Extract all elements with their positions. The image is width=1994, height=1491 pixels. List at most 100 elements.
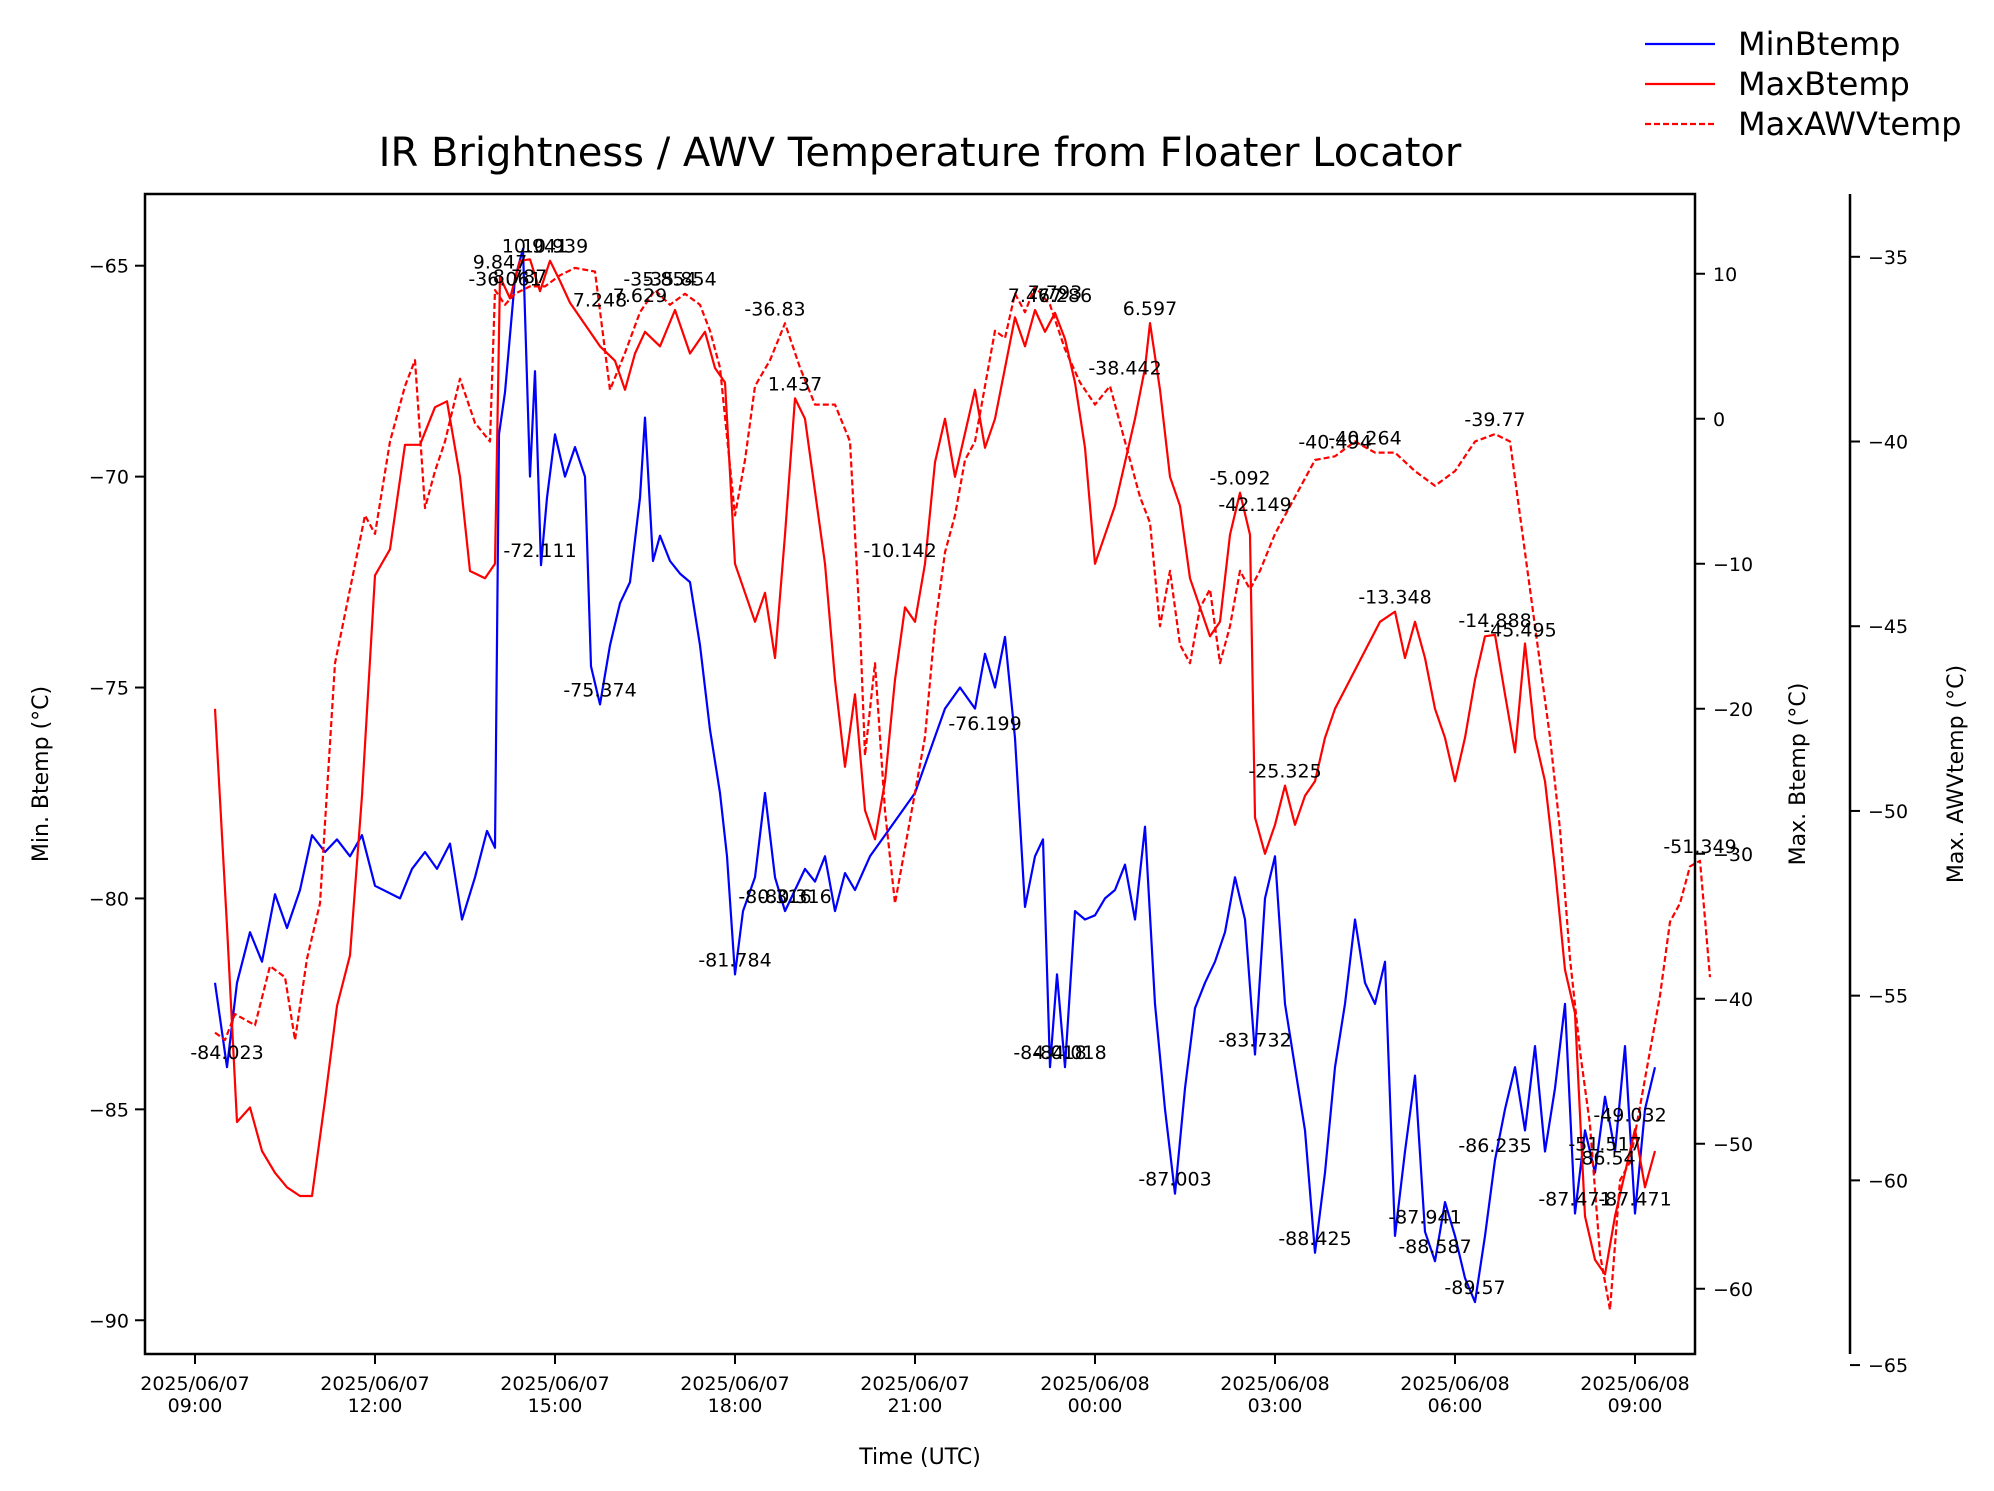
legend-label: MinBtemp <box>1738 25 1900 63</box>
y-left-tick-label: −80 <box>89 888 129 910</box>
chart-title: IR Brightness / AWV Temperature from Flo… <box>379 130 1462 176</box>
y-left-tick-label: −90 <box>89 1310 129 1332</box>
x-tick-time: 18:00 <box>708 1395 763 1417</box>
series-line-maxbtemp <box>213 258 1657 1276</box>
data-label: -39.77 <box>1464 409 1525 431</box>
data-label: -89.57 <box>1444 1277 1505 1299</box>
y-right-tick-label: 0 <box>1713 409 1725 431</box>
data-label: -86.235 <box>1458 1135 1531 1157</box>
y-right-tick-label: −60 <box>1713 1279 1753 1301</box>
data-label: -81.784 <box>698 949 771 971</box>
y-right-tick-label: −50 <box>1713 1134 1753 1156</box>
plot-frame <box>143 192 1697 1356</box>
series-line-maxawvtemp <box>214 266 1712 1311</box>
data-label: -40.494 <box>1298 431 1371 453</box>
y-far-right-tick-label: −60 <box>1868 1170 1908 1192</box>
data-label: 7.286 <box>1038 285 1092 307</box>
data-label: -42.149 <box>1218 494 1291 516</box>
data-label: -76.199 <box>948 713 1021 735</box>
data-label: -38.442 <box>1088 357 1161 379</box>
y-right-tick-label: −20 <box>1713 699 1753 721</box>
data-label: -36.83 <box>744 298 805 320</box>
y-axis-far-right-label: Max. AWVtemp (°C) <box>1944 665 1969 883</box>
data-label: -87.471 <box>1598 1189 1671 1211</box>
y-far-right-tick-label: −50 <box>1868 801 1908 823</box>
x-tick-time: 12:00 <box>348 1395 403 1417</box>
data-label: -80.316 <box>758 886 831 908</box>
legend-label: MaxAWVtemp <box>1738 105 1962 143</box>
y-axis-right-ticks: 10 0 −10 −20 −30 −40 −50 −60 <box>1695 264 1753 1301</box>
data-label: -35.854 <box>643 269 716 291</box>
data-label: -25.325 <box>1248 761 1321 783</box>
y-far-right-tick-label: −65 <box>1868 1355 1908 1377</box>
data-label: -87.003 <box>1138 1169 1211 1191</box>
y-left-tick-label: −75 <box>89 678 129 700</box>
data-label: -84.018 <box>1013 1042 1086 1064</box>
x-tick-date: 2025/06/07 <box>680 1373 790 1395</box>
y-far-right-tick-label: −45 <box>1868 616 1908 638</box>
x-tick-time: 03:00 <box>1248 1395 1303 1417</box>
data-label: -87.471 <box>1538 1189 1611 1211</box>
data-label: -75.374 <box>563 679 636 701</box>
data-label: -49.032 <box>1593 1104 1666 1126</box>
x-tick-time: 00:00 <box>1068 1395 1123 1417</box>
data-label: 6.597 <box>1123 298 1177 320</box>
x-tick-time: 06:00 <box>1428 1395 1483 1417</box>
y-right-tick-label: −10 <box>1713 554 1753 576</box>
y-far-right-tick-label: −35 <box>1868 247 1908 269</box>
y-right-tick-label: −40 <box>1713 989 1753 1011</box>
data-label: -83.732 <box>1218 1030 1291 1052</box>
y-left-tick-label: −65 <box>89 256 129 278</box>
data-label: 7.248 <box>573 289 627 311</box>
data-label: -51.517 <box>1568 1133 1641 1155</box>
x-tick-time: 09:00 <box>168 1395 223 1417</box>
data-label: -35.854 <box>623 269 696 291</box>
y-far-right-tick-label: −40 <box>1868 432 1908 454</box>
data-label: 10.939 <box>522 236 588 258</box>
x-tick-date: 2025/06/07 <box>860 1373 970 1395</box>
data-label: -36.061 <box>468 269 541 291</box>
data-label: -72.111 <box>503 540 576 562</box>
data-label: -80.316 <box>738 886 811 908</box>
x-tick-date: 2025/06/07 <box>500 1373 610 1395</box>
y-far-right-tick-label: −55 <box>1868 986 1908 1008</box>
x-tick-time: 21:00 <box>888 1395 943 1417</box>
y-right-tick-label: 10 <box>1713 264 1737 286</box>
x-tick-time: 15:00 <box>528 1395 583 1417</box>
x-axis-label: Time (UTC) <box>858 1445 981 1470</box>
data-label: 7.629 <box>613 285 667 307</box>
annotation-layer: -84.023 -72.111 -75.374 -81.784 -80.316-80.3… <box>190 236 1736 1299</box>
y-axis-far-right-ticks: −35 −40 −45 −50 −55 −60 −65 <box>1850 247 1908 1377</box>
data-label: -5.092 <box>1209 468 1270 490</box>
x-tick-date: 2025/06/07 <box>140 1373 250 1395</box>
x-tick-date: 2025/06/08 <box>1040 1373 1150 1395</box>
y-left-tick-label: −70 <box>89 467 129 489</box>
y-axis-left-ticks: −65 −70 −75 −80 −85 −90 <box>89 256 145 1332</box>
x-tick-date: 2025/06/08 <box>1400 1373 1510 1395</box>
data-label: -13.348 <box>1358 587 1431 609</box>
y-axis-left-label: Min. Btemp (°C) <box>29 686 54 862</box>
axes <box>143 192 1852 1356</box>
x-tick-date: 2025/06/08 <box>1580 1373 1690 1395</box>
series-line-minbtemp <box>213 247 1657 1304</box>
data-label: 1.437 <box>768 373 822 395</box>
data-label: -84.023 <box>190 1042 263 1064</box>
x-tick-date: 2025/06/07 <box>320 1373 430 1395</box>
data-label: -84.018 <box>1033 1042 1106 1064</box>
data-label: 9.847 <box>473 252 527 274</box>
data-label: -14.888 <box>1458 610 1531 632</box>
x-tick-time: 09:00 <box>1608 1395 1663 1417</box>
data-label: 8.787 <box>493 266 547 288</box>
data-label: 10.941 <box>502 236 568 258</box>
data-label: -87.941 <box>1388 1207 1461 1229</box>
data-label: -10.142 <box>863 540 936 562</box>
x-tick-date: 2025/06/08 <box>1220 1373 1330 1395</box>
data-label: -88.425 <box>1278 1228 1351 1250</box>
legend-label: MaxBtemp <box>1738 65 1910 103</box>
y-axis-right-label: Max. Btemp (°C) <box>1786 683 1811 866</box>
data-label: -86.54 <box>1574 1148 1635 1170</box>
data-label: -88.587 <box>1398 1236 1471 1258</box>
data-label: -40.264 <box>1328 428 1401 450</box>
